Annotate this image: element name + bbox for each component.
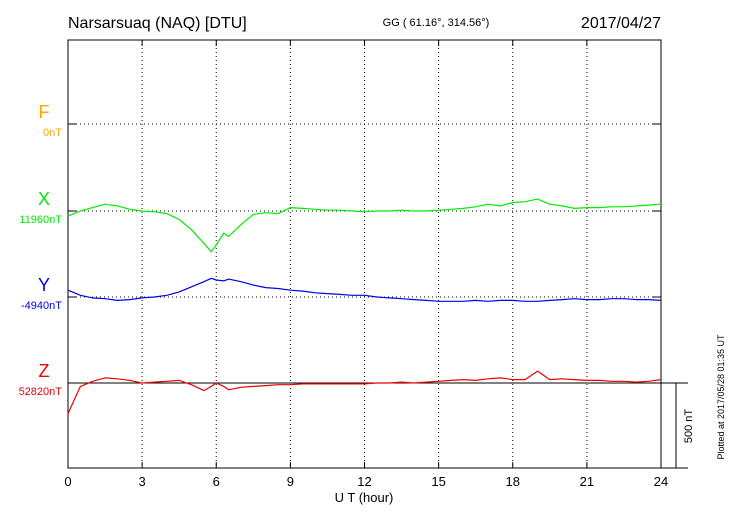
series-line-z [67, 370, 662, 414]
series-baseline-x: 11960nT [19, 214, 62, 226]
scale-bar [661, 382, 688, 469]
x-ticks: 0 3 6 9 12 15 18 21 24 [64, 40, 668, 489]
baselines [68, 123, 661, 384]
x-tick-label: 6 [213, 474, 220, 489]
x-axis-label: U T (hour) [335, 490, 394, 505]
series-name-x: X [38, 189, 50, 209]
coords-label: GG ( 61.16°, 314.56°) [383, 17, 490, 29]
series-name-z: Z [39, 361, 50, 381]
x-tick-label: 18 [506, 474, 520, 489]
series-line-y [67, 277, 662, 302]
x-tick-label: 3 [139, 474, 146, 489]
x-tick-label: 9 [287, 474, 294, 489]
grid [141, 40, 588, 468]
series-baseline-y: -4940nT [21, 300, 62, 312]
series-name-f: F [39, 102, 50, 122]
x-tick-label: 12 [357, 474, 371, 489]
x-tick-label: 24 [654, 474, 668, 489]
series-lines [67, 198, 662, 414]
series-baseline-z: 52820nT [19, 386, 63, 398]
scale-bar-label: 500 nT [683, 409, 695, 444]
date-label: 2017/04/27 [581, 15, 661, 32]
series-labels: F 0nT X 11960nT Y -4940nT Z 52820nT [19, 102, 63, 398]
series-name-y: Y [38, 275, 50, 295]
x-tick-label: 15 [431, 474, 445, 489]
series-line-x [67, 198, 662, 253]
x-tick-label: 21 [580, 474, 594, 489]
station-title: Narsarsuaq (NAQ) [DTU] [68, 15, 247, 32]
x-tick-label: 0 [64, 474, 71, 489]
plotted-at-note: Plotted at 2017/05/28 01:35 UT [716, 334, 726, 460]
series-baseline-f: 0nT [43, 127, 62, 139]
